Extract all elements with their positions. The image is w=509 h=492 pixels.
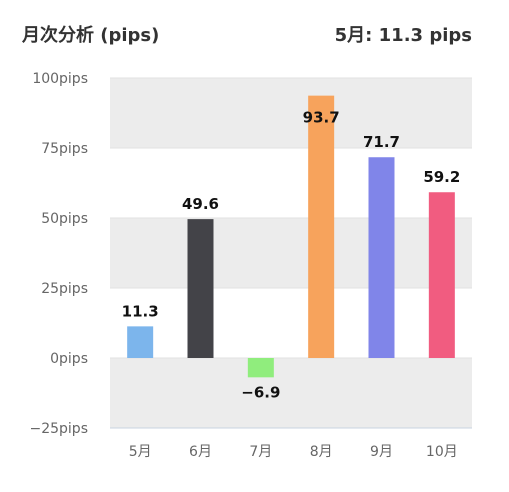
y-tick-label: 100pips (32, 71, 88, 87)
data-label: 71.7 (363, 133, 400, 151)
data-labels: 11.3 49.6 −6.9 93.7 71.7 59.2 (122, 109, 461, 402)
x-category-label: 10月 (426, 444, 458, 460)
plot-bands (110, 78, 472, 428)
bar-5 (368, 157, 395, 358)
x-axis: 5月 6月 7月 8月 9月 10月 (129, 444, 458, 460)
summary-month: 5月: (334, 25, 373, 46)
bar-1 (127, 326, 154, 358)
bar-4 (308, 95, 335, 358)
summary-value: 11.3 pips (378, 25, 472, 46)
data-label: −6.9 (241, 383, 280, 401)
bar-6 (428, 192, 455, 358)
y-axis: −25pips 0pips 25pips 50pips 75pips 100pips (29, 71, 88, 437)
y-tick-label: 0pips (50, 351, 88, 367)
data-label: 93.7 (303, 109, 340, 127)
bars (127, 95, 455, 378)
x-category-label: 7月 (249, 444, 272, 460)
x-category-label: 9月 (370, 444, 393, 460)
data-label: 49.6 (182, 195, 219, 213)
chart-title: 月次分析 (pips) (22, 25, 160, 46)
y-tick-label: −25pips (29, 421, 88, 437)
bar-2 (187, 219, 214, 358)
chart-header: 月次分析 (pips) 5月: 11.3 pips (0, 0, 509, 70)
plot-band (110, 218, 472, 288)
y-tick-label: 25pips (41, 281, 88, 297)
data-label: 11.3 (122, 302, 159, 320)
selected-month-summary: 5月: 11.3 pips (335, 21, 472, 47)
x-category-label: 6月 (189, 444, 212, 460)
y-tick-label: 75pips (41, 141, 88, 157)
x-category-label: 8月 (310, 444, 333, 460)
bar-3 (247, 358, 274, 378)
plot-band (110, 358, 472, 428)
grid-lines (110, 77, 472, 429)
data-label: 59.2 (423, 168, 460, 186)
plot-band (110, 78, 472, 148)
x-category-label: 5月 (129, 444, 152, 460)
y-tick-label: 50pips (41, 211, 88, 227)
